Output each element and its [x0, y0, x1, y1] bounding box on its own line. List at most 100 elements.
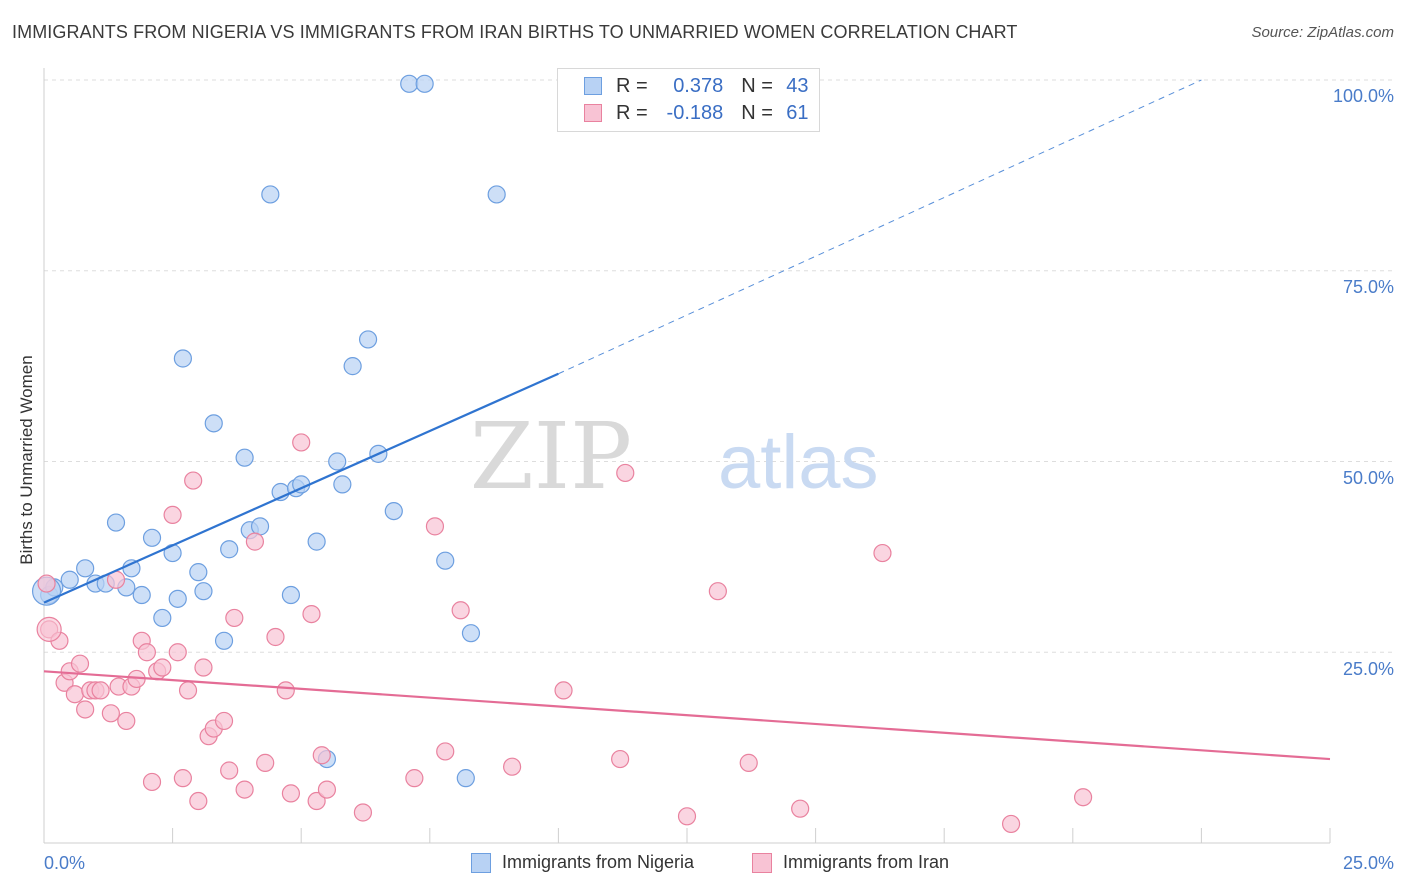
point-nigeria	[456, 769, 475, 788]
point-iran	[214, 711, 234, 731]
point-iran	[256, 753, 275, 772]
trend-line-nigeria-extension	[558, 79, 1202, 375]
point-iran	[425, 517, 445, 536]
point-iran	[554, 681, 573, 700]
point-nigeria	[132, 585, 151, 605]
series-legend-label-nigeria: Immigrants from Nigeria	[502, 852, 695, 872]
point-iran	[616, 463, 635, 483]
point-iran	[611, 749, 630, 769]
chart-title: IMMIGRANTS FROM NIGERIA VS IMMIGRANTS FR…	[12, 22, 1018, 42]
point-iran	[677, 807, 697, 826]
correlation-legend: R = 0.378 N = 43 R = -0.188 N = 61	[557, 68, 820, 132]
point-iran	[142, 772, 162, 792]
legend-n-value-nigeria: 43	[786, 74, 809, 97]
point-iran	[117, 711, 136, 731]
point-iran	[173, 769, 192, 788]
point-nigeria	[106, 513, 126, 532]
x-tick-label-max: 25.0%	[1342, 853, 1394, 873]
point-nigeria	[153, 608, 172, 628]
series-legend-swatch-nigeria	[471, 852, 491, 873]
point-nigeria	[122, 559, 141, 578]
source-label: Source: ZipAtlas.com	[1251, 24, 1394, 41]
point-iran	[194, 658, 213, 677]
legend-n-value-iran: 61	[786, 101, 809, 124]
point-iran	[1073, 788, 1093, 807]
point-iran	[76, 700, 95, 719]
point-nigeria	[235, 448, 254, 467]
point-iran	[1001, 814, 1021, 834]
point-iran	[189, 791, 208, 811]
point-nigeria	[333, 475, 352, 494]
point-nigeria	[204, 414, 223, 433]
point-nigeria	[384, 501, 403, 521]
point-nigeria	[261, 185, 280, 204]
legend-n-label: N =	[741, 101, 773, 124]
point-nigeria	[60, 570, 79, 589]
point-nigeria	[214, 631, 234, 650]
point-iran	[36, 616, 62, 642]
legend-r-value-nigeria: 0.378	[673, 74, 724, 97]
legend-n-label: N =	[741, 74, 773, 97]
point-nigeria	[220, 540, 239, 559]
y-tick-label-50: 50.0%	[1342, 468, 1394, 488]
point-nigeria	[328, 452, 347, 471]
y-tick-label-75: 75.0%	[1342, 277, 1394, 297]
point-nigeria	[436, 551, 455, 570]
point-iran	[708, 582, 727, 601]
point-iran	[266, 627, 285, 647]
legend-r-label: R =	[616, 74, 648, 97]
axes	[43, 68, 1331, 844]
point-iran	[405, 769, 424, 788]
point-iran	[353, 803, 373, 822]
point-nigeria	[189, 563, 208, 582]
watermark-zip: ZIP	[470, 403, 632, 510]
series-legend-iran[interactable]: Immigrants from Iran	[752, 852, 949, 873]
point-iran	[91, 681, 110, 700]
point-nigeria	[343, 357, 362, 376]
legend-swatch-nigeria	[584, 77, 602, 95]
point-nigeria	[168, 589, 187, 608]
point-iran	[65, 685, 84, 704]
legend-r-label: R =	[616, 101, 648, 124]
point-iran	[245, 532, 265, 551]
point-nigeria	[142, 528, 162, 547]
point-iran	[70, 654, 90, 673]
point-iran	[184, 471, 203, 490]
legend-swatch-iran	[584, 104, 602, 122]
watermark-atlas: atlas	[718, 420, 879, 505]
point-iran	[178, 681, 198, 700]
point-nigeria	[281, 585, 301, 605]
point-iran	[451, 601, 470, 620]
series-legend-swatch-iran	[752, 852, 772, 873]
point-iran	[276, 681, 295, 700]
legend-r-value-iran: -0.188	[666, 101, 724, 124]
point-iran	[503, 757, 522, 776]
y-tick-label-100: 100.0%	[1332, 86, 1394, 106]
trend-line-nigeria	[43, 372, 559, 604]
x-tick-label-min: 0.0%	[44, 853, 86, 873]
series-legend-nigeria[interactable]: Immigrants from Nigeria	[471, 852, 694, 873]
y-axis-label: Births to Unmarried Women	[17, 355, 36, 565]
watermark: ZIP atlas	[470, 403, 879, 510]
point-iran	[153, 658, 172, 677]
point-nigeria	[173, 349, 192, 368]
point-nigeria	[400, 74, 419, 93]
point-iran	[220, 761, 239, 780]
y-tick-label-25: 25.0%	[1342, 659, 1394, 679]
series-legend-label-iran: Immigrants from Iran	[783, 852, 950, 872]
grid-lines	[44, 79, 1392, 653]
point-nigeria	[76, 559, 95, 578]
point-iran	[791, 799, 810, 818]
point-iran	[302, 604, 321, 624]
point-nigeria	[461, 624, 481, 643]
point-nigeria	[487, 185, 506, 204]
legend-row-iran: R = -0.188 N = 61	[584, 100, 809, 126]
point-iran	[292, 433, 311, 452]
point-iran	[163, 505, 182, 525]
point-iran	[436, 742, 455, 761]
point-iran	[312, 746, 331, 765]
point-iran	[281, 784, 301, 803]
point-nigeria	[250, 517, 270, 536]
point-iran	[168, 643, 187, 662]
